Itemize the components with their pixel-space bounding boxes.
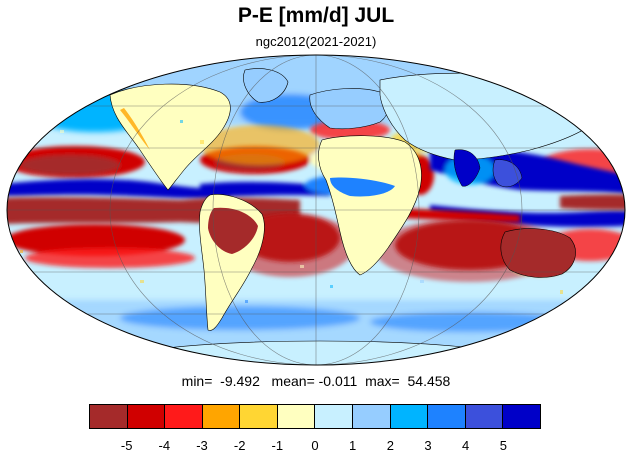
colorbar-labels: -5 -4 -3 -2 -1 0 1 2 3 4 5: [89, 438, 541, 456]
colorbar-swatch: [277, 405, 316, 428]
colorbar: [89, 404, 541, 429]
map-outline: [6, 54, 626, 366]
colorbar-tick-label: -3: [196, 438, 208, 453]
south-pacific-dry-2: [25, 248, 195, 268]
south-ocean-wet: [120, 306, 360, 330]
australia-land: [500, 228, 576, 278]
colorbar-tick-label: 4: [462, 438, 470, 453]
colorbar-tick-label: -5: [120, 438, 133, 453]
colorbar-tick-label: 1: [349, 438, 357, 453]
mean-value: -0.011: [318, 373, 358, 389]
south-pacific-dry: [7, 224, 185, 256]
colorbar-tick-label: -2: [233, 438, 246, 453]
north-america-land: [109, 83, 231, 191]
min-label: min=: [181, 373, 213, 389]
colorbar-tick-label: -1: [271, 438, 284, 453]
south-ocean-wet-2: [370, 312, 570, 332]
colorbar-swatch: [428, 405, 466, 428]
colorbar-swatch: [165, 405, 203, 428]
itcz-pacific-east: [7, 178, 230, 199]
map-subtitle: ngc2012(2021-2021): [255, 34, 377, 49]
north-pacific-dry-core: [20, 155, 120, 175]
itcz-west-pacific: [430, 205, 625, 227]
colorbar-swatch: [90, 405, 128, 428]
min-value: -9.492: [220, 373, 260, 389]
max-label: max=: [365, 373, 400, 389]
greenland-land: [243, 68, 289, 103]
europe-land: [309, 88, 389, 130]
colorbar-swatch: [353, 405, 391, 428]
colorbar-tick-label: 0: [311, 438, 319, 453]
colorbar-tick-label: -4: [158, 438, 171, 453]
antarctica-land: [149, 340, 491, 365]
colorbar-swatch: [315, 405, 354, 428]
india-land: [453, 149, 481, 187]
colorbar-swatch: [127, 405, 166, 428]
africa-land: [318, 135, 422, 276]
colorbar-tick-label: 2: [386, 438, 394, 453]
max-value: 54.458: [407, 373, 451, 389]
colorbar-swatch: [503, 405, 540, 428]
equatorial-dry-east: [560, 194, 625, 210]
colorbar-tick-label: 5: [499, 438, 507, 453]
colorbar-swatch: [465, 405, 504, 428]
equatorial-dry-indian: [400, 208, 520, 222]
amazon-dry: [208, 207, 258, 254]
colorbar-swatch: [202, 405, 241, 428]
north-atlantic-dry-ring: [200, 125, 320, 165]
colorbar-swatch: [390, 405, 429, 428]
colorbar-swatch: [240, 405, 278, 428]
graticule: [7, 55, 625, 365]
mean-label: mean=: [271, 373, 315, 389]
map-title: P-E [mm/d] JUL: [237, 4, 395, 27]
colorbar-tick-label: 3: [424, 438, 432, 453]
equatorial-dry-pacific: [7, 197, 180, 224]
central-africa-wet: [330, 177, 395, 197]
north-america-west: [120, 108, 150, 150]
itcz-atlantic: [200, 181, 330, 198]
stats-line: min= -9.492 mean= -0.011 max= 54.458: [0, 372, 632, 390]
